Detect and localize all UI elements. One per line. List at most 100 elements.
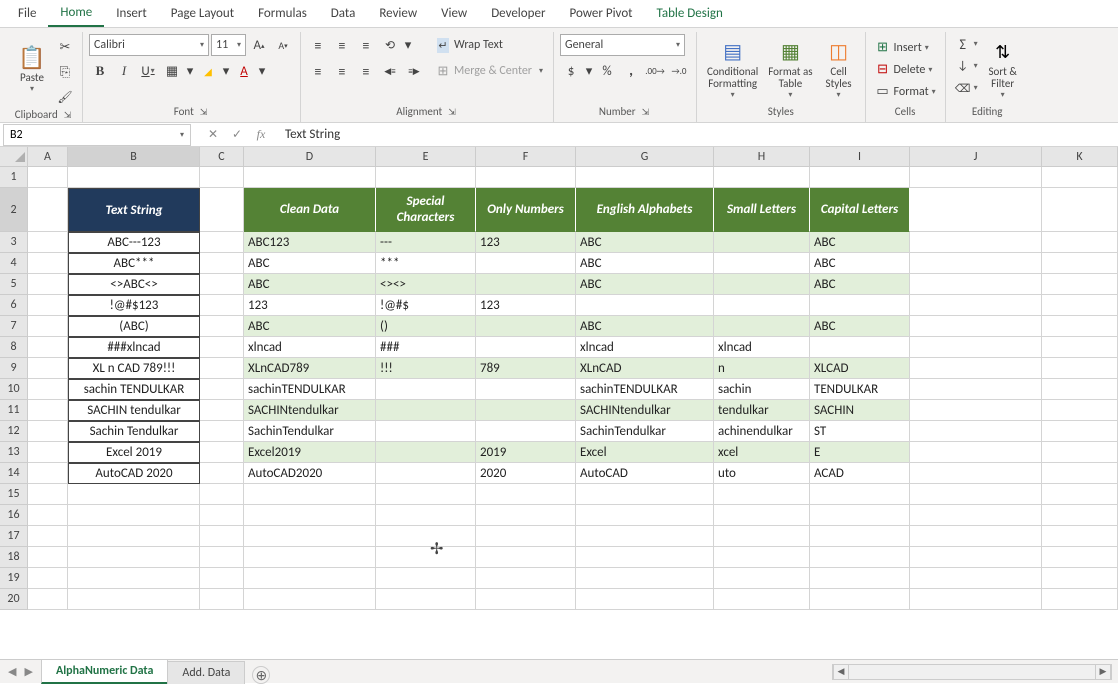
format-cells-button[interactable]: Format▾ (872, 82, 939, 102)
align-bottom-button[interactable] (355, 34, 377, 56)
cell-I14[interactable]: ACAD (810, 463, 910, 484)
cell-E16[interactable] (376, 505, 476, 526)
cell-H6[interactable] (714, 295, 810, 316)
row-header-18[interactable]: 18 (0, 547, 28, 568)
cell-E4[interactable]: *** (376, 253, 476, 274)
cell-K8[interactable] (1042, 337, 1118, 358)
cell-D20[interactable] (244, 589, 376, 610)
cell-I13[interactable]: E (810, 442, 910, 463)
align-top-button[interactable] (307, 34, 329, 56)
cell-styles-button[interactable]: Cell Styles▾ (819, 34, 859, 104)
cell-H11[interactable]: tendulkar (714, 400, 810, 421)
tab-review[interactable]: Review (367, 1, 429, 26)
cell-B12[interactable]: Sachin Tendulkar (68, 421, 200, 442)
conditional-formatting-button[interactable]: Conditional Formatting▾ (703, 34, 762, 104)
horizontal-scrollbar[interactable]: ◀ ▶ (832, 664, 1112, 680)
cell-A14[interactable] (28, 463, 68, 484)
cut-button[interactable] (54, 36, 76, 58)
cell-D12[interactable]: SachinTendulkar (244, 421, 376, 442)
cell-E11[interactable] (376, 400, 476, 421)
cell-C6[interactable] (200, 295, 244, 316)
cell-K7[interactable] (1042, 316, 1118, 337)
cell-H7[interactable] (714, 316, 810, 337)
cell-J12[interactable] (910, 421, 1042, 442)
cell-E10[interactable] (376, 379, 476, 400)
cell-F18[interactable] (476, 547, 576, 568)
cell-F9[interactable]: 789 (476, 358, 576, 379)
cell-I20[interactable] (810, 589, 910, 610)
cell-G2[interactable]: English Alphabets (576, 188, 714, 232)
cell-I7[interactable]: ABC (810, 316, 910, 337)
cell-J3[interactable] (910, 232, 1042, 253)
cell-B1[interactable] (68, 167, 200, 188)
cell-I1[interactable] (810, 167, 910, 188)
tab-formulas[interactable]: Formulas (246, 1, 319, 26)
cell-E14[interactable] (376, 463, 476, 484)
clipboard-launcher[interactable]: ⇲ (62, 110, 74, 121)
cell-H12[interactable]: achinendulkar (714, 421, 810, 442)
decrease-indent-button[interactable] (379, 60, 401, 82)
insert-cells-button[interactable]: Insert▾ (872, 38, 932, 58)
cell-K20[interactable] (1042, 589, 1118, 610)
row-header-11[interactable]: 11 (0, 400, 28, 421)
col-header-J[interactable]: J (910, 147, 1042, 166)
cell-B6[interactable]: !@#$123 (68, 295, 200, 316)
cell-H15[interactable] (714, 484, 810, 505)
cell-A1[interactable] (28, 167, 68, 188)
align-left-button[interactable] (307, 60, 329, 82)
cell-A17[interactable] (28, 526, 68, 547)
cell-D2[interactable]: Clean Data (244, 188, 376, 232)
tab-home[interactable]: Home (48, 0, 104, 27)
cell-A19[interactable] (28, 568, 68, 589)
enter-formula-button[interactable]: ✓ (227, 125, 247, 145)
decrease-decimal-button[interactable] (668, 60, 690, 82)
cell-A5[interactable] (28, 274, 68, 295)
row-header-2[interactable]: 2 (0, 188, 28, 232)
cell-H5[interactable] (714, 274, 810, 295)
cell-D10[interactable]: sachinTENDULKAR (244, 379, 376, 400)
formula-input[interactable]: Text String (277, 127, 1118, 142)
cell-I2[interactable]: Capital Letters (810, 188, 910, 232)
row-header-20[interactable]: 20 (0, 589, 28, 610)
cell-C11[interactable] (200, 400, 244, 421)
comma-button[interactable] (620, 60, 642, 82)
cell-G4[interactable]: ABC (576, 253, 714, 274)
cell-J8[interactable] (910, 337, 1042, 358)
cell-I19[interactable] (810, 568, 910, 589)
cell-J15[interactable] (910, 484, 1042, 505)
tab-table-design[interactable]: Table Design (645, 1, 735, 26)
cell-J5[interactable] (910, 274, 1042, 295)
select-all-corner[interactable] (0, 147, 28, 166)
cell-E12[interactable] (376, 421, 476, 442)
cell-F15[interactable] (476, 484, 576, 505)
font-name-combo[interactable]: Calibri▾ (89, 34, 209, 56)
cell-D11[interactable]: SACHINtendulkar (244, 400, 376, 421)
cell-H18[interactable] (714, 547, 810, 568)
cell-A12[interactable] (28, 421, 68, 442)
cell-F11[interactable] (476, 400, 576, 421)
cell-F19[interactable] (476, 568, 576, 589)
cell-I9[interactable]: XLCAD (810, 358, 910, 379)
merge-center-button[interactable]: Merge & Center▾ (431, 60, 547, 82)
cell-G15[interactable] (576, 484, 714, 505)
cell-C2[interactable] (200, 188, 244, 232)
cell-H17[interactable] (714, 526, 810, 547)
cell-A20[interactable] (28, 589, 68, 610)
row-header-10[interactable]: 10 (0, 379, 28, 400)
cell-E1[interactable] (376, 167, 476, 188)
row-header-3[interactable]: 3 (0, 232, 28, 253)
cell-C3[interactable] (200, 232, 244, 253)
col-header-G[interactable]: G (576, 147, 714, 166)
cell-J19[interactable] (910, 568, 1042, 589)
row-header-5[interactable]: 5 (0, 274, 28, 295)
col-header-C[interactable]: C (200, 147, 244, 166)
cell-H10[interactable]: sachin (714, 379, 810, 400)
cell-K2[interactable] (1042, 188, 1118, 232)
cell-F7[interactable] (476, 316, 576, 337)
name-box[interactable]: B2▾ (3, 124, 191, 146)
cell-K5[interactable] (1042, 274, 1118, 295)
cell-A18[interactable] (28, 547, 68, 568)
cell-B18[interactable] (68, 547, 200, 568)
cell-G6[interactable] (576, 295, 714, 316)
cell-A3[interactable] (28, 232, 68, 253)
